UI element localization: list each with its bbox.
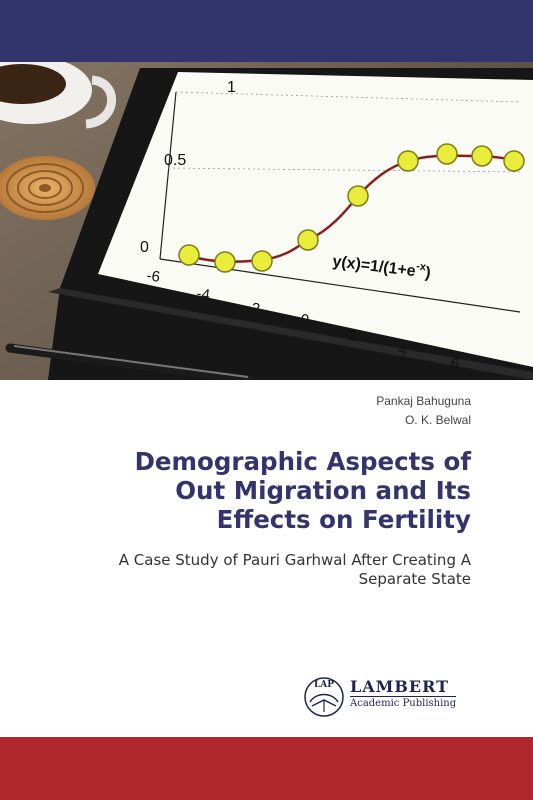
- curve-point: [214, 251, 236, 273]
- title-line: Demographic Aspects of: [134, 447, 471, 476]
- subtitle-line: A Case Study of Pauri Garhwal After Crea…: [118, 551, 471, 569]
- x-tick-label: 6: [449, 355, 460, 373]
- curve-point: [297, 229, 319, 251]
- curve-point: [251, 250, 273, 272]
- x-tick-label: -6: [145, 267, 161, 286]
- book-subtitle: A Case Study of Pauri Garhwal After Crea…: [51, 551, 471, 589]
- curve-point: [471, 145, 493, 167]
- title-line: Effects on Fertility: [216, 505, 471, 534]
- author-name: Pankaj Bahuguna: [376, 394, 471, 408]
- curve-point: [397, 150, 419, 172]
- cover-photo: 1 0.5 0 -6 -4 -2 0 2 4 6 y(x)=1: [0, 62, 533, 380]
- lap-logo-icon: LAP: [304, 677, 344, 717]
- book-title: Demographic Aspects of Out Migration and…: [51, 447, 471, 534]
- y-axis: [159, 91, 177, 260]
- logo-text: LAP: [314, 680, 334, 690]
- top-color-band: [0, 0, 533, 62]
- curve-point: [178, 244, 200, 266]
- x-tick-label: -2: [245, 299, 261, 318]
- tablet-screen: [98, 72, 533, 367]
- x-tick-label: 2: [347, 327, 358, 345]
- publisher-text: LAMBERT Academic Publishing: [350, 677, 457, 710]
- y-tick-label: 0.5: [164, 152, 186, 169]
- publisher-name: LAMBERT: [350, 677, 450, 696]
- coffee-cup: [0, 62, 117, 129]
- curve-point: [347, 185, 369, 207]
- publisher-logo: LAP LAMBERT Academic Publishing: [300, 672, 480, 720]
- stylus-pen: [5, 343, 255, 380]
- author-name: O. K. Belwal: [404, 413, 471, 427]
- bottom-color-band: [0, 737, 533, 800]
- x-tick-label: 0: [299, 311, 310, 329]
- subtitle-line: Separate State: [358, 570, 471, 588]
- publisher-subline: Academic Publishing: [350, 696, 457, 709]
- cookie: [0, 156, 95, 220]
- y-tick-label: 1: [227, 79, 236, 96]
- x-tick-label: -4: [195, 285, 211, 304]
- x-tick-label: 4: [397, 341, 408, 359]
- author-list: Pankaj Bahuguna O. K. Belwal: [376, 392, 471, 430]
- y-tick-label: 0: [140, 239, 149, 256]
- title-line: Out Migration and Its: [175, 476, 471, 505]
- tablet-photo-illustration: 1 0.5 0 -6 -4 -2 0 2 4 6 y(x)=1: [0, 62, 533, 380]
- tablet: [48, 68, 533, 380]
- curve-point: [436, 143, 458, 165]
- curve-point: [503, 150, 525, 172]
